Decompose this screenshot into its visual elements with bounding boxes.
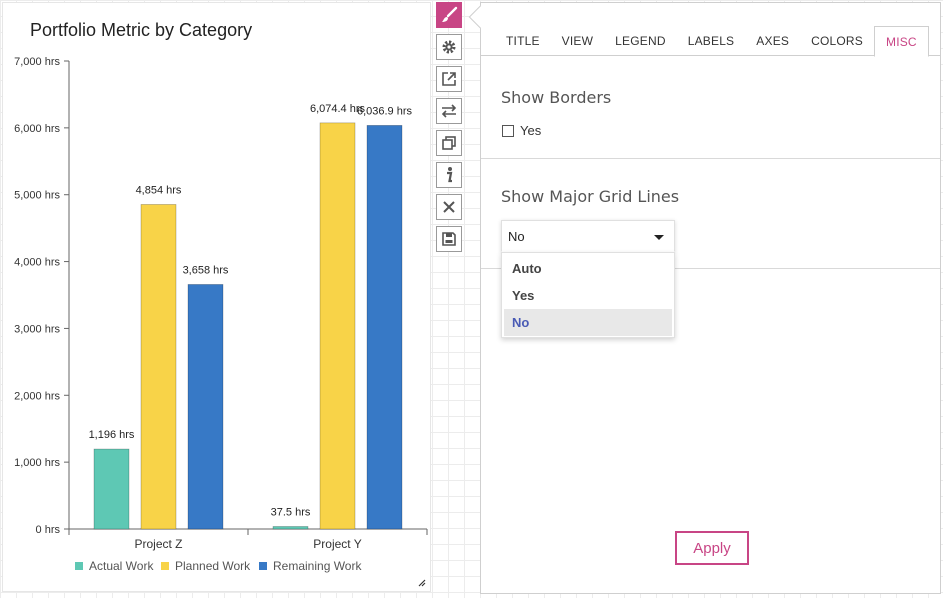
legend-swatch: [259, 562, 267, 570]
data-label: 4,854 hrs: [136, 184, 182, 196]
y-tick-label: 0 hrs: [36, 524, 61, 536]
show-borders-checkbox-label: Yes: [520, 123, 542, 138]
bar-chart: Portfolio Metric by Category 0 hrs 1,000 h…: [14, 20, 428, 573]
info-button[interactable]: [436, 162, 462, 188]
tab-legend[interactable]: LEGEND: [615, 34, 666, 48]
chart-title: Portfolio Metric by Category: [30, 20, 252, 40]
format-tabs: TITLE VIEW LEGEND LABELS AXES COLORS MIS…: [481, 26, 940, 57]
info-icon: [447, 167, 453, 183]
data-label: 1,196 hrs: [89, 429, 135, 441]
duplicate-button[interactable]: [436, 130, 462, 156]
y-tick-label: 4,000 hrs: [14, 257, 60, 269]
y-tick-label: 3,000 hrs: [14, 323, 60, 335]
section-divider: [481, 158, 940, 159]
bar: [93, 448, 130, 530]
show-borders-heading: Show Borders: [501, 88, 612, 107]
swap-button[interactable]: [436, 98, 462, 124]
legend-label: Actual Work: [89, 559, 154, 573]
show-borders-checkbox[interactable]: [502, 124, 514, 137]
data-label: 6,074.4 hrs: [310, 103, 366, 115]
chart-toolbar: [436, 2, 464, 258]
y-tick-label: 2,000 hrs: [14, 390, 60, 402]
legend-swatch: [161, 562, 169, 570]
chevron-down-icon: [654, 235, 664, 240]
panel-pointer: [468, 5, 492, 29]
save-button[interactable]: [436, 226, 462, 252]
save-icon: [442, 232, 456, 246]
y-tick-label: 7,000 hrs: [14, 56, 60, 68]
bar: [187, 284, 224, 530]
x-tick-label: Project Y: [313, 537, 361, 551]
paint-brush-button[interactable]: [436, 2, 462, 28]
data-label: 6,036.9 hrs: [357, 105, 413, 117]
tab-axes[interactable]: AXES: [756, 34, 790, 48]
gear-icon: [442, 40, 456, 54]
bar: [140, 204, 177, 530]
section-divider: [481, 268, 940, 269]
show-grid-heading: Show Major Grid Lines: [501, 187, 680, 206]
chart-panel: Portfolio Metric by Category 0 hrs 1,000 h…: [2, 2, 431, 592]
paint-brush-icon: [442, 6, 458, 22]
tab-misc[interactable]: MISC: [874, 26, 929, 57]
dropdown-option-auto[interactable]: Auto: [512, 261, 542, 276]
show-grid-select[interactable]: No: [501, 220, 675, 252]
show-borders-option: Yes: [502, 123, 541, 138]
bar: [272, 526, 309, 530]
close-button[interactable]: [436, 194, 462, 220]
copy-icon: [442, 136, 456, 150]
dropdown-option-yes[interactable]: Yes: [512, 288, 535, 303]
format-panel: TITLE VIEW LEGEND LABELS AXES COLORS MIS…: [468, 2, 941, 594]
external-link-icon: [442, 72, 456, 86]
open-external-button[interactable]: [436, 66, 462, 92]
close-icon: [443, 201, 455, 213]
data-label: 3,658 hrs: [183, 264, 229, 276]
y-tick-label: 5,000 hrs: [14, 190, 60, 202]
resize-grip-icon[interactable]: [418, 579, 426, 587]
show-grid-selected-value: No: [508, 229, 525, 244]
legend-swatch: [75, 562, 83, 570]
legend-label: Planned Work: [175, 559, 251, 573]
apply-button[interactable]: Apply: [675, 531, 749, 565]
y-tick-label: 6,000 hrs: [14, 123, 60, 135]
tab-colors[interactable]: COLORS: [811, 34, 863, 48]
data-label: 37.5 hrs: [271, 506, 311, 518]
bar: [319, 122, 356, 530]
tab-view[interactable]: VIEW: [561, 34, 594, 48]
dropdown-option-no[interactable]: No: [504, 309, 672, 336]
swap-arrows-icon: [441, 104, 457, 118]
legend-label: Remaining Work: [273, 559, 362, 573]
settings-button[interactable]: [436, 34, 462, 60]
tab-title[interactable]: TITLE: [506, 34, 540, 48]
x-tick-label: Project Z: [134, 537, 182, 551]
show-grid-dropdown: Auto Yes No: [501, 252, 675, 338]
bar: [366, 125, 403, 530]
y-tick-label: 1,000 hrs: [14, 457, 60, 469]
tab-labels[interactable]: LABELS: [687, 34, 735, 48]
